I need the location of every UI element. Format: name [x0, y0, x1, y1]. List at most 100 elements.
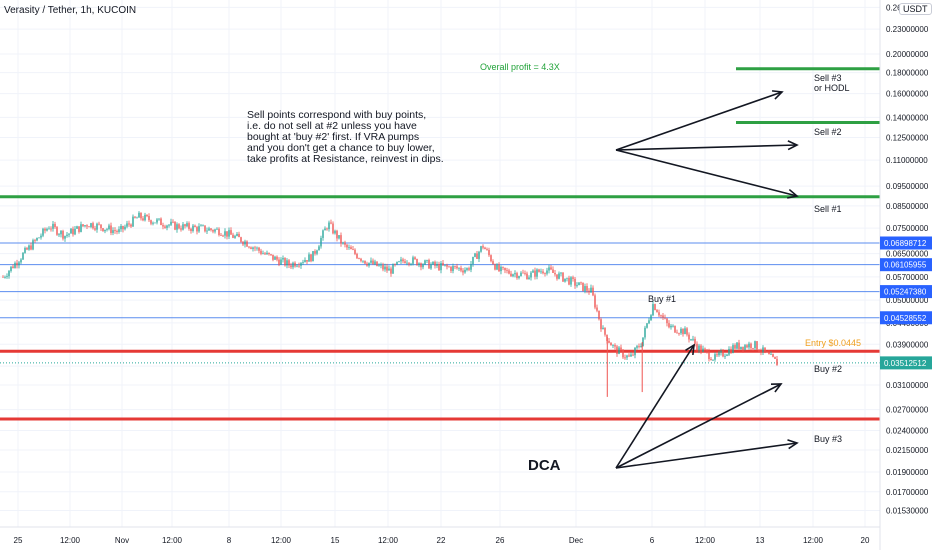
candle-body	[160, 218, 162, 226]
candle-body	[722, 351, 724, 357]
candle-body	[770, 354, 772, 355]
candle-body	[42, 228, 44, 236]
candle-body	[4, 276, 6, 278]
time-tick-label: 26	[496, 536, 505, 545]
candle-body	[372, 260, 374, 265]
candle-body	[762, 347, 764, 353]
candle-body	[190, 228, 192, 231]
candle-body	[170, 221, 172, 225]
candle-body	[244, 241, 246, 245]
candle-body	[162, 225, 164, 227]
candle-body	[344, 242, 346, 245]
candle-body	[710, 359, 712, 361]
candle-body	[446, 264, 448, 267]
candle-body	[428, 259, 430, 269]
candle-body	[438, 264, 440, 271]
price-badge	[880, 311, 932, 325]
candle-body	[390, 268, 392, 274]
candle-body	[764, 347, 766, 352]
candle-body	[248, 246, 250, 248]
candle-body	[136, 217, 138, 219]
candle-body	[296, 265, 298, 267]
candle-body	[216, 228, 218, 230]
candle-body	[52, 223, 54, 229]
candle-body	[716, 354, 718, 356]
candle-body	[148, 216, 150, 221]
candle-body	[8, 270, 10, 277]
candle-body	[196, 227, 198, 232]
candle-body	[132, 216, 134, 227]
price-tick-label: 0.08500000	[886, 202, 929, 211]
candle-body	[252, 247, 254, 249]
candle-body	[212, 229, 214, 232]
candle-body	[324, 228, 326, 231]
candle-body	[650, 315, 652, 321]
candle-body	[260, 250, 262, 254]
time-tick-label: 20	[861, 536, 870, 545]
price-tick-label: 0.02700000	[886, 406, 929, 415]
price-tick-label: 0.05000000	[886, 296, 929, 305]
candle-body	[48, 228, 50, 230]
candle-body	[702, 348, 704, 353]
candle-body	[688, 334, 690, 340]
candle-body	[518, 276, 520, 278]
candle-body	[452, 266, 454, 271]
candle-body	[40, 235, 42, 238]
candle-body	[268, 252, 270, 255]
candle-body	[580, 282, 582, 284]
candle-body	[462, 270, 464, 273]
candle-body	[300, 262, 302, 266]
candle-body	[664, 317, 666, 319]
candle-body	[54, 223, 56, 228]
candle-body	[634, 347, 636, 356]
price-tick-label: 0.01700000	[886, 488, 929, 497]
candle-body	[604, 327, 606, 335]
candle-body	[540, 271, 542, 273]
currency-label[interactable]: USDT	[899, 3, 932, 15]
candle-body	[454, 266, 456, 267]
time-axis[interactable]: 25 12:00 Nov 12:00 8 12:00 15 12:00 22 26 Dec 6 12:0…	[14, 536, 870, 545]
candle-body	[412, 257, 414, 264]
candle-body	[608, 341, 610, 343]
arrow-shaft	[615, 442, 798, 469]
candle-body	[38, 237, 40, 239]
candle-body	[22, 252, 24, 260]
candle-body	[264, 253, 266, 255]
candle-body	[704, 348, 706, 350]
candle-body	[294, 262, 296, 267]
candle-body	[94, 228, 96, 230]
candle-body	[560, 272, 562, 274]
candle-body	[708, 351, 710, 360]
candle-body	[258, 247, 260, 251]
candle-body	[766, 351, 768, 353]
candle-body	[422, 264, 424, 268]
arrow-shaft	[615, 91, 783, 151]
candle-body	[592, 287, 594, 296]
candle-body	[566, 277, 568, 279]
candle-body	[750, 343, 752, 349]
candle-body	[642, 337, 644, 347]
candle-body	[528, 277, 530, 280]
candle-body	[370, 260, 372, 263]
candle-body	[442, 262, 444, 266]
candle-body	[386, 266, 388, 271]
candle-body	[460, 267, 462, 271]
candle-body	[758, 349, 760, 352]
candle-body	[306, 260, 308, 262]
candle-body	[410, 263, 412, 265]
candle-body	[382, 264, 384, 270]
candle-body	[416, 259, 418, 266]
candle-body	[686, 328, 688, 335]
candle-body	[330, 222, 332, 224]
candle-body	[32, 240, 34, 250]
candle-body	[408, 262, 410, 265]
candle-body	[584, 286, 586, 291]
candle-body	[500, 266, 502, 272]
candle-body	[654, 304, 656, 311]
candle-body	[472, 256, 474, 265]
candle-body	[104, 229, 106, 232]
dca-label: DCA	[528, 457, 561, 474]
candle-body	[154, 222, 156, 224]
candle-body	[726, 354, 728, 356]
